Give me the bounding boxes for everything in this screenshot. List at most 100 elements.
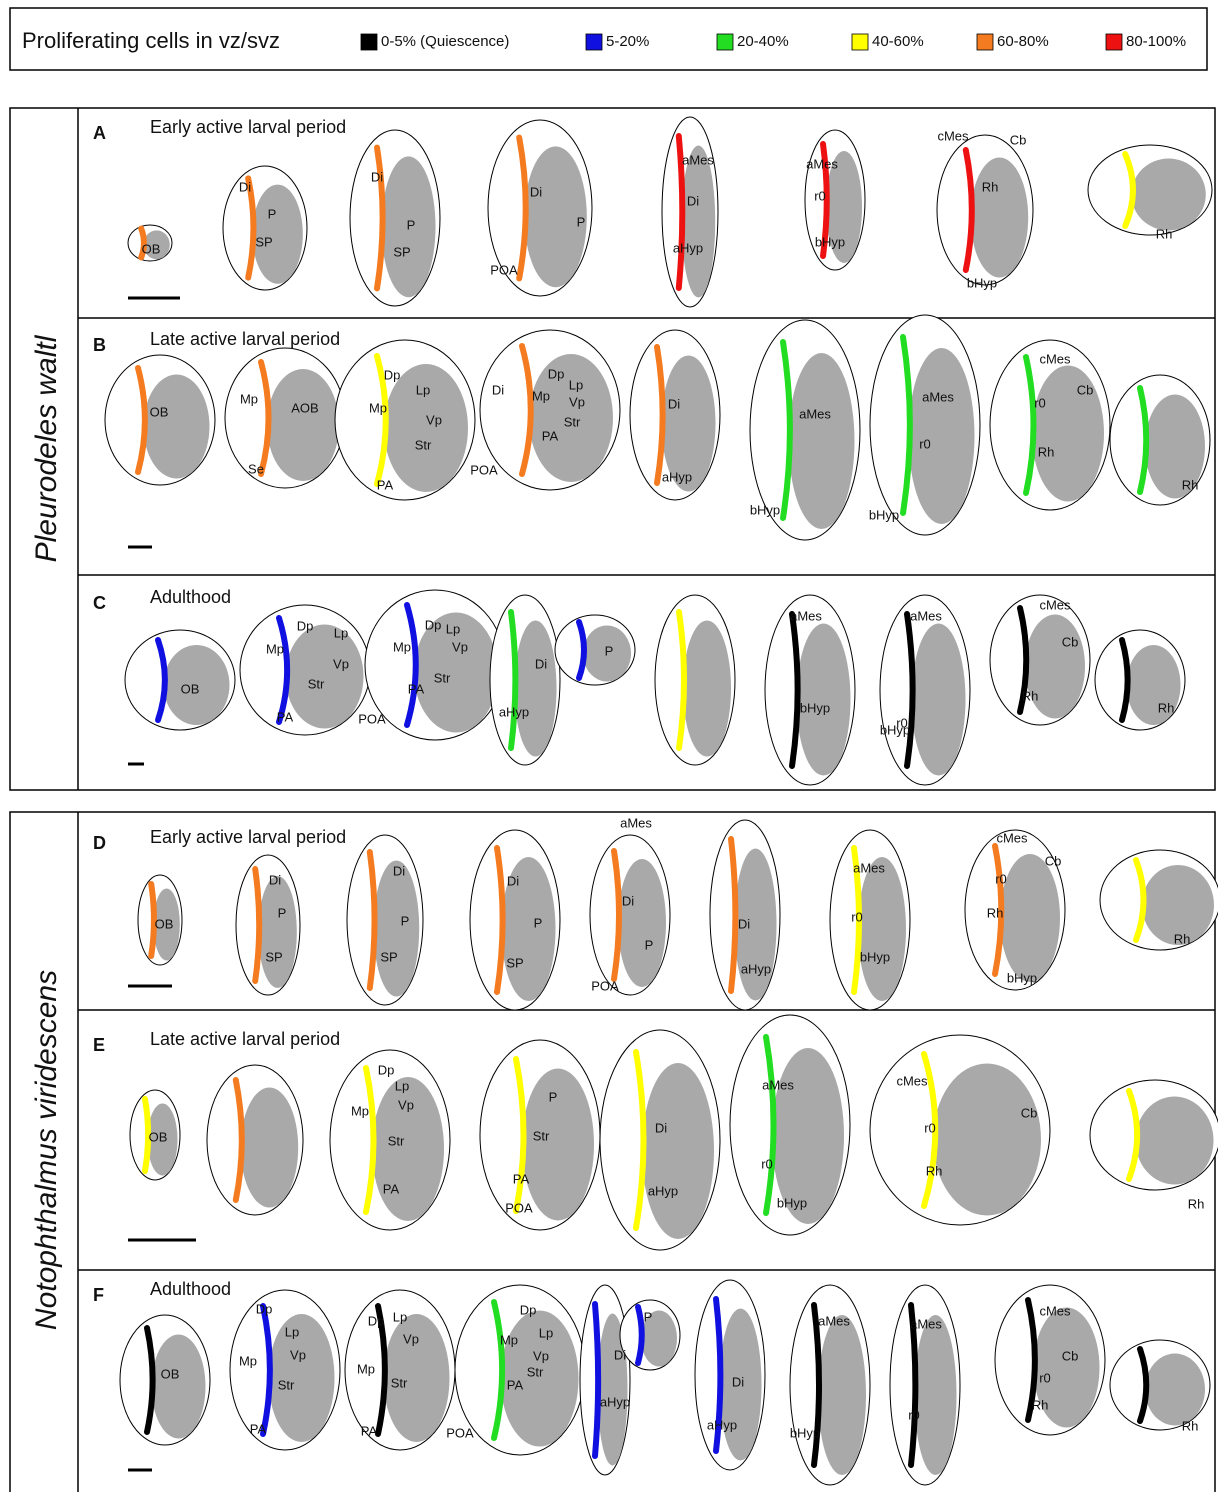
ventricle-zone <box>151 884 154 956</box>
region-label: Rh <box>1038 444 1055 459</box>
row-letter: C <box>93 593 106 613</box>
region-label: PA <box>383 1181 400 1196</box>
region-label: Rh <box>1032 1397 1049 1412</box>
gray-matter <box>1145 1354 1205 1426</box>
region-label: Mp <box>351 1103 369 1118</box>
species-name: Notophthalmus viridescens <box>30 970 63 1330</box>
region-label: Dp <box>425 617 442 632</box>
region-label: Se <box>248 461 264 476</box>
row-title: Early active larval period <box>150 117 346 137</box>
region-label: Lp <box>446 621 460 636</box>
region-label: Di <box>239 179 251 194</box>
region-label: Dp <box>520 1302 537 1317</box>
region-label: Rh <box>1158 700 1175 715</box>
region-label: aMes <box>910 608 942 623</box>
region-label: OB <box>150 404 169 419</box>
gray-matter <box>1131 159 1205 231</box>
region-label: P <box>534 915 543 930</box>
region-label: PA <box>361 1423 378 1438</box>
gray-matter <box>912 624 966 776</box>
region-label: Vp <box>533 1348 549 1363</box>
region-label: Di <box>371 169 383 184</box>
region-label: bHyp <box>860 949 890 964</box>
region-label: Vp <box>569 394 585 409</box>
region-label: Rh <box>926 1163 943 1178</box>
region-label: cMes <box>937 128 969 143</box>
region-label: POA <box>446 1425 474 1440</box>
gray-matter <box>789 353 855 529</box>
region-label: Di <box>507 873 519 888</box>
region-label: bHyp <box>750 502 780 517</box>
legend-swatch <box>717 34 733 50</box>
region-label: Cb <box>1062 634 1079 649</box>
region-label: P <box>577 214 586 229</box>
region-label: Di <box>614 1347 626 1362</box>
region-label: Dp <box>378 1062 395 1077</box>
region-label: aMes <box>682 152 714 167</box>
gray-matter <box>522 1069 594 1221</box>
row-letter: E <box>93 1035 105 1055</box>
region-label: POA <box>505 1200 533 1215</box>
region-label: POA <box>470 462 498 477</box>
row-letter: F <box>93 1285 104 1305</box>
region-label: Lp <box>416 382 430 397</box>
legend-swatch <box>361 34 377 50</box>
region-label: cMes <box>1039 1303 1071 1318</box>
legend-swatch <box>586 34 602 50</box>
region-label: Mp <box>240 391 258 406</box>
gray-matter <box>1000 854 1060 982</box>
region-label: r0 <box>908 1407 920 1422</box>
region-label: Str <box>434 670 451 685</box>
region-label: Rh <box>982 179 999 194</box>
region-label: bHyp <box>815 234 845 249</box>
region-label: Vp <box>426 412 442 427</box>
region-label: Str <box>388 1133 405 1148</box>
gray-matter <box>286 625 364 729</box>
region-label: AOB <box>291 400 318 415</box>
region-label: Rh <box>1174 931 1191 946</box>
region-label: Di <box>732 1374 744 1389</box>
region-label: bHyp <box>869 507 899 522</box>
region-label: OB <box>161 1366 180 1381</box>
region-label: bHyp <box>967 275 997 290</box>
gray-matter <box>241 1088 299 1208</box>
region-label: Di <box>687 193 699 208</box>
region-label: SP <box>393 244 410 259</box>
region-label: Dp <box>297 618 314 633</box>
region-label: aMes <box>762 1077 794 1092</box>
region-label: aHyp <box>673 240 703 255</box>
region-label: POA <box>591 978 619 993</box>
region-label: Str <box>527 1364 544 1379</box>
region-label: Lp <box>393 1309 407 1324</box>
region-label: Dp <box>256 1301 273 1316</box>
region-label: aHyp <box>662 469 692 484</box>
region-label: r0 <box>919 436 931 451</box>
region-label: Di <box>530 184 542 199</box>
gray-matter <box>152 1335 206 1439</box>
row-letter: D <box>93 833 106 853</box>
gray-matter <box>144 375 210 479</box>
region-label: Mp <box>239 1353 257 1368</box>
gray-matter <box>1136 1097 1214 1185</box>
region-label: aMes <box>799 406 831 421</box>
region-label: OB <box>181 681 200 696</box>
region-label: r0 <box>1034 395 1046 410</box>
region-label: Vp <box>398 1097 414 1112</box>
region-label: Di <box>668 396 680 411</box>
region-label: Dp <box>384 367 401 382</box>
region-label: Str <box>533 1128 550 1143</box>
region-label: r0 <box>814 188 826 203</box>
region-label: PA <box>277 709 294 724</box>
legend-label: 0-5% (Quiescence) <box>381 33 509 50</box>
region-label: Cb <box>1021 1105 1038 1120</box>
row-letter: A <box>93 123 106 143</box>
gray-matter <box>374 861 420 997</box>
region-label: r0 <box>1039 1370 1051 1385</box>
region-label: Di <box>492 382 504 397</box>
legend-swatch <box>852 34 868 50</box>
region-label: bHyp <box>790 1425 820 1440</box>
region-label: P <box>268 206 277 221</box>
region-label: cMes <box>1039 597 1071 612</box>
legend-label: 80-100% <box>1126 33 1186 50</box>
region-label: Lp <box>395 1078 409 1093</box>
